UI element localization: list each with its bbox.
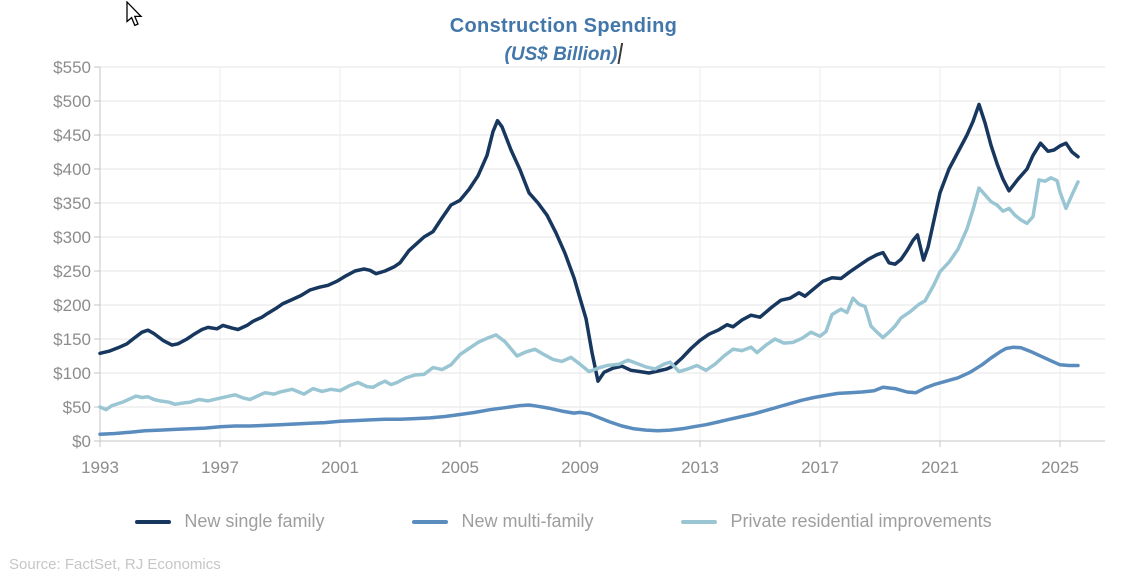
chart-legend: New single family New multi-family Private… [0, 511, 1127, 532]
series-line-private-residential-improvements[interactable] [98, 176, 1080, 412]
legend-label-new-multi-family: New multi-family [461, 511, 594, 531]
y-tick-label: $100 [53, 364, 91, 383]
y-tick-label: $50 [63, 398, 91, 417]
y-tick-label: $550 [53, 58, 91, 77]
mouse-cursor-icon [126, 1, 143, 27]
series-line-new-multi-family[interactable] [98, 345, 1080, 436]
x-tick-label: 2021 [921, 458, 959, 477]
x-tick-label: 2009 [561, 458, 599, 477]
chart-subtitle-text: (US$ Billion) [504, 44, 618, 65]
legend-label-new-single-family: New single family [184, 511, 325, 531]
x-tick-label: 2005 [441, 458, 479, 477]
chart-subtitle[interactable]: (US$ Billion) [0, 39, 1127, 68]
chart-title-block[interactable]: Construction Spending (US$ Billion) [0, 13, 1127, 68]
x-tick-label: 2017 [801, 458, 839, 477]
y-tick-label: $350 [53, 194, 91, 213]
source-note: Source: FactSet, RJ Economics [9, 556, 221, 573]
series-line-new-single-family[interactable] [98, 102, 1080, 383]
x-tick-label: 1993 [81, 458, 119, 477]
x-tick-label: 1997 [201, 458, 239, 477]
y-tick-label: $150 [53, 330, 91, 349]
y-tick-label: $450 [53, 126, 91, 145]
y-tick-label: $0 [72, 432, 91, 451]
y-tick-label: $250 [53, 262, 91, 281]
legend-swatch-new-multi-family [412, 519, 449, 524]
legend-item-new-multi-family[interactable]: New multi-family [412, 511, 593, 532]
x-tick-label: 2001 [321, 458, 359, 477]
x-tick-label: 2025 [1041, 458, 1079, 477]
y-tick-label: $300 [53, 228, 91, 247]
y-tick-label: $500 [53, 92, 91, 111]
chart-title[interactable]: Construction Spending [449, 15, 678, 37]
legend-label-private-residential-improvements: Private residential improvements [730, 511, 992, 531]
legend-item-new-single-family[interactable]: New single family [135, 511, 324, 532]
x-tick-label: 2013 [681, 458, 719, 477]
legend-swatch-new-single-family [135, 519, 172, 524]
legend-item-private-residential-improvements[interactable]: Private residential improvements [681, 511, 992, 532]
legend-swatch-private-residential-improvements [681, 519, 718, 524]
y-tick-label: $400 [53, 160, 91, 179]
y-tick-label: $200 [53, 296, 91, 315]
